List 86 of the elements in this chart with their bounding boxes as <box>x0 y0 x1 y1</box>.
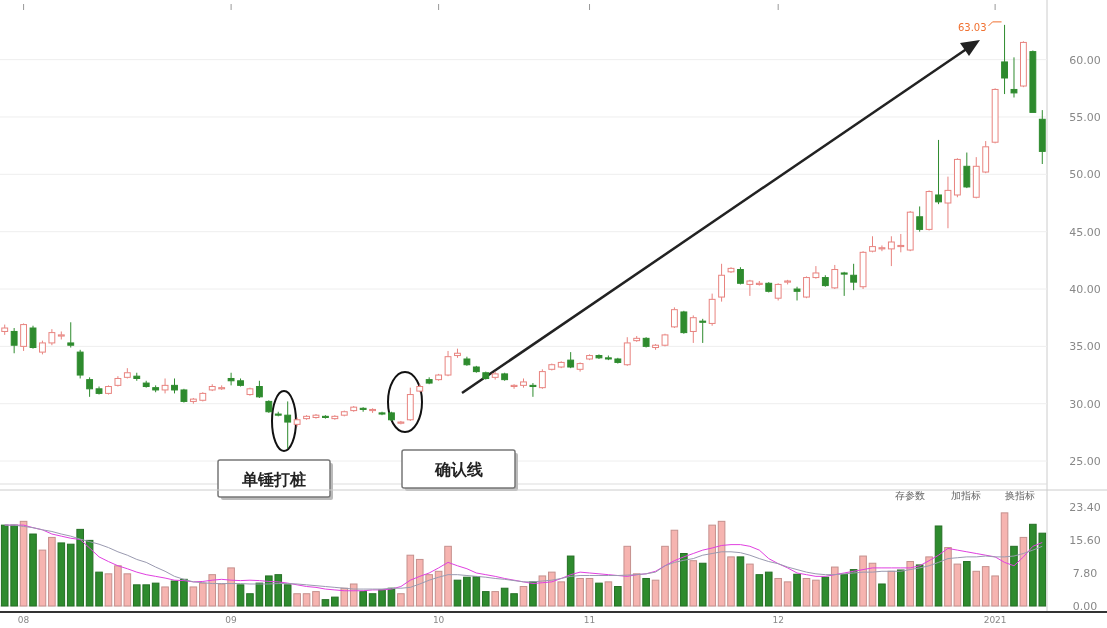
bar <box>585 577 594 607</box>
bar <box>859 555 867 607</box>
bar <box>595 582 603 607</box>
bar <box>170 580 179 607</box>
bar <box>236 584 245 607</box>
y-tick-label: 45.00 <box>1069 225 1101 239</box>
bar <box>576 577 584 607</box>
bar <box>812 579 820 607</box>
y-tick-label: 7.80 <box>1072 566 1098 580</box>
bar <box>283 584 292 607</box>
annotation: 单锤打桩 <box>241 470 306 488</box>
bar <box>642 577 650 607</box>
y-tick-label: 40.00 <box>1069 283 1101 297</box>
bar <box>698 562 707 607</box>
y-tick-label: 23.40 <box>1069 500 1101 514</box>
bar <box>1000 512 1009 607</box>
bar <box>481 591 490 607</box>
bar <box>963 561 971 607</box>
bar <box>491 591 499 607</box>
bar <box>934 525 943 607</box>
bar <box>604 581 613 607</box>
bar <box>783 581 792 607</box>
bar <box>915 564 924 607</box>
bar <box>840 574 848 607</box>
bar <box>897 569 905 607</box>
bar <box>632 573 641 607</box>
bar <box>519 586 528 607</box>
bar <box>614 586 622 607</box>
bar <box>359 591 367 607</box>
bar <box>453 579 462 607</box>
bar <box>774 577 782 607</box>
bar <box>925 556 933 607</box>
x-tick-label: 10 <box>432 615 445 625</box>
annotation: 63.03 <box>957 21 987 33</box>
bar <box>689 560 698 607</box>
bar <box>708 524 716 607</box>
y-tick-label: 30.00 <box>1069 397 1101 411</box>
x-tick-label: 2021 <box>983 615 1007 625</box>
bar <box>161 586 169 607</box>
bar <box>849 569 858 607</box>
bar <box>189 586 198 607</box>
bar <box>180 578 188 607</box>
bar <box>680 553 688 607</box>
y-tick-label: 60.00 <box>1069 53 1101 67</box>
bar <box>1019 536 1028 607</box>
bar <box>793 573 801 607</box>
bar <box>57 542 66 607</box>
bar <box>736 556 745 607</box>
bar <box>623 545 632 607</box>
x-tick-label: 12 <box>772 615 784 625</box>
annotation: 换指标 <box>1005 490 1035 501</box>
bar <box>566 555 575 607</box>
x-tick-label: 08 <box>17 615 30 625</box>
bar <box>887 570 896 607</box>
bar <box>746 563 754 607</box>
y-tick-label: 25.00 <box>1069 455 1101 469</box>
bar <box>802 577 811 607</box>
bar <box>104 573 113 607</box>
x-tick-label: 11 <box>583 615 596 625</box>
bar <box>821 576 830 607</box>
annotation: 确认线 <box>433 461 483 478</box>
bar <box>878 583 886 607</box>
y-tick-label: 50.00 <box>1069 168 1101 182</box>
x-tick-label: 09 <box>225 615 238 625</box>
bar <box>764 571 773 607</box>
annotation: 存参数 <box>895 490 925 501</box>
bar <box>906 561 915 607</box>
y-tick-label: 15.60 <box>1069 533 1101 547</box>
y-tick-label: 0.00 <box>1072 600 1098 613</box>
bar <box>1010 545 1018 607</box>
y-tick-label: 35.00 <box>1069 340 1101 354</box>
bar <box>321 599 330 607</box>
bar <box>331 596 339 607</box>
bar <box>38 549 47 607</box>
y-tick-label: 55.00 <box>1069 110 1101 124</box>
bar <box>151 582 160 607</box>
bar <box>48 536 56 607</box>
bar <box>29 533 37 607</box>
bar <box>529 581 537 607</box>
bar <box>19 520 28 607</box>
bar <box>293 593 301 607</box>
bar <box>830 566 839 607</box>
bar <box>972 570 981 607</box>
annotation: 加指标 <box>951 490 981 501</box>
bar <box>755 574 764 607</box>
bar <box>538 575 547 607</box>
